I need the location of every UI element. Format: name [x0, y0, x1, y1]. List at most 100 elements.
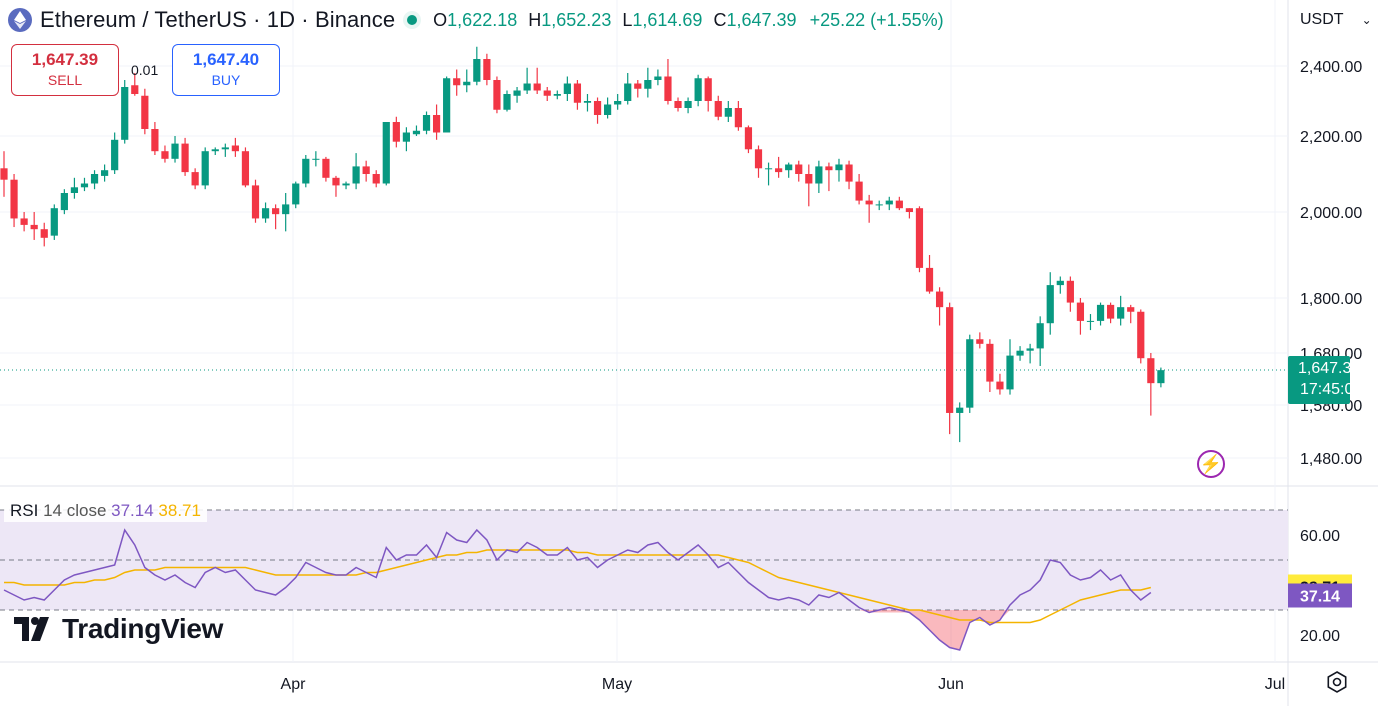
last-price-badge: [1288, 355, 1350, 404]
candle: [583, 94, 592, 112]
candle: [946, 302, 954, 435]
candle: [392, 116, 400, 148]
candle: [694, 74, 702, 107]
candle: [976, 332, 984, 349]
candle: [654, 69, 662, 86]
candle: [815, 160, 823, 193]
lightning-icon[interactable]: ⚡: [1197, 450, 1225, 478]
candle: [1127, 304, 1135, 324]
low-label: L: [622, 9, 633, 30]
candle: [161, 145, 169, 163]
symbol-title[interactable]: Ethereum / TetherUS · 1D · Binance: [40, 7, 396, 32]
price-tick-label: 2,400.00: [1300, 59, 1362, 76]
candle: [493, 76, 501, 114]
candle: [352, 153, 360, 190]
candle: [1056, 276, 1064, 294]
close-label: C: [713, 9, 727, 30]
tradingview-logo[interactable]: TradingView: [14, 612, 223, 646]
candle: [1147, 353, 1155, 416]
symbol-header: Ethereum / TetherUS · 1D · Binance O1,62…: [8, 6, 944, 34]
candle: [111, 132, 119, 174]
candle: [543, 87, 551, 101]
candle: [604, 97, 612, 119]
candle: [382, 122, 390, 186]
candle: [251, 179, 260, 223]
candle: [201, 147, 209, 190]
candle: [795, 160, 803, 182]
candle: [151, 122, 159, 155]
sell-label: SELL: [47, 72, 83, 88]
candle: [1137, 309, 1145, 364]
candle: [1157, 367, 1165, 388]
candle: [231, 137, 239, 157]
rsi-legend[interactable]: RSI 14 close 37.14 38.71: [4, 500, 207, 522]
candle: [553, 90, 561, 100]
candle: [1086, 314, 1095, 331]
currency-label: USDT: [1300, 11, 1344, 28]
candle: [925, 255, 934, 294]
candle: [402, 127, 410, 152]
candle: [362, 160, 370, 182]
market-open-indicator: [407, 15, 418, 25]
candle: [422, 111, 431, 135]
candle: [624, 73, 632, 105]
candle: [986, 339, 994, 392]
candle: [1026, 343, 1034, 364]
candle: [1076, 298, 1085, 335]
candle: [80, 177, 89, 192]
rsi-params: 14 close: [43, 501, 107, 520]
low-value: 1,614.69: [632, 9, 703, 30]
buy-button[interactable]: 1,647.40 BUY: [172, 44, 280, 96]
spread-value: 0.01: [131, 62, 159, 78]
candle: [70, 177, 79, 199]
rsi-value: 37.14: [111, 501, 154, 520]
rsi-tick-label: 20.00: [1300, 628, 1340, 645]
candle: [1046, 272, 1054, 335]
candle: [996, 373, 1004, 395]
candle: [503, 90, 511, 112]
candle: [90, 170, 99, 190]
candle: [261, 202, 270, 223]
candle: [905, 208, 913, 219]
candle: [1016, 346, 1024, 361]
price-tick-label: 2,200.00: [1300, 129, 1362, 146]
candle: [131, 73, 139, 96]
candle: [342, 181, 350, 190]
time-axis: Apr May Jun Jul: [281, 676, 1286, 693]
rsi-ma-line: [4, 549, 1152, 624]
candle: [644, 67, 652, 98]
candle: [171, 136, 179, 163]
candle: [332, 175, 340, 197]
price-tick-label: 1,480.00: [1300, 451, 1362, 468]
rsi-line: [3, 528, 1152, 651]
settings-icon[interactable]: [1326, 671, 1348, 693]
candle: [432, 104, 441, 140]
candle: [443, 76, 451, 133]
open-label: O: [433, 9, 448, 30]
time-tick-label: Jun: [938, 676, 964, 693]
candle: [1107, 302, 1115, 324]
price-axis: 2,400.002,200.002,000.001,800.001,680.00…: [1288, 59, 1362, 645]
candle: [674, 97, 682, 112]
candle: [463, 69, 471, 93]
candle: [302, 155, 310, 188]
candle: [704, 76, 712, 112]
candle: [10, 174, 18, 228]
candle: [30, 212, 38, 240]
candle: [523, 67, 531, 94]
currency-select[interactable]: USDT ⌄: [1290, 4, 1372, 36]
candle: [0, 151, 8, 197]
candle: [483, 53, 491, 86]
sell-button[interactable]: 1,647.39 SELL: [11, 44, 119, 96]
candle: [40, 222, 48, 247]
buy-price: 1,647.40: [192, 50, 260, 69]
time-tick-label: May: [602, 676, 632, 693]
candle: [915, 206, 924, 273]
last-price-label: 1,647.39: [1298, 360, 1360, 377]
candle: [141, 88, 149, 135]
tradingview-logo-text: TradingView: [62, 613, 224, 644]
change-value: +25.22 (+1.55%): [809, 9, 944, 30]
time-tick-label: Apr: [281, 676, 307, 693]
